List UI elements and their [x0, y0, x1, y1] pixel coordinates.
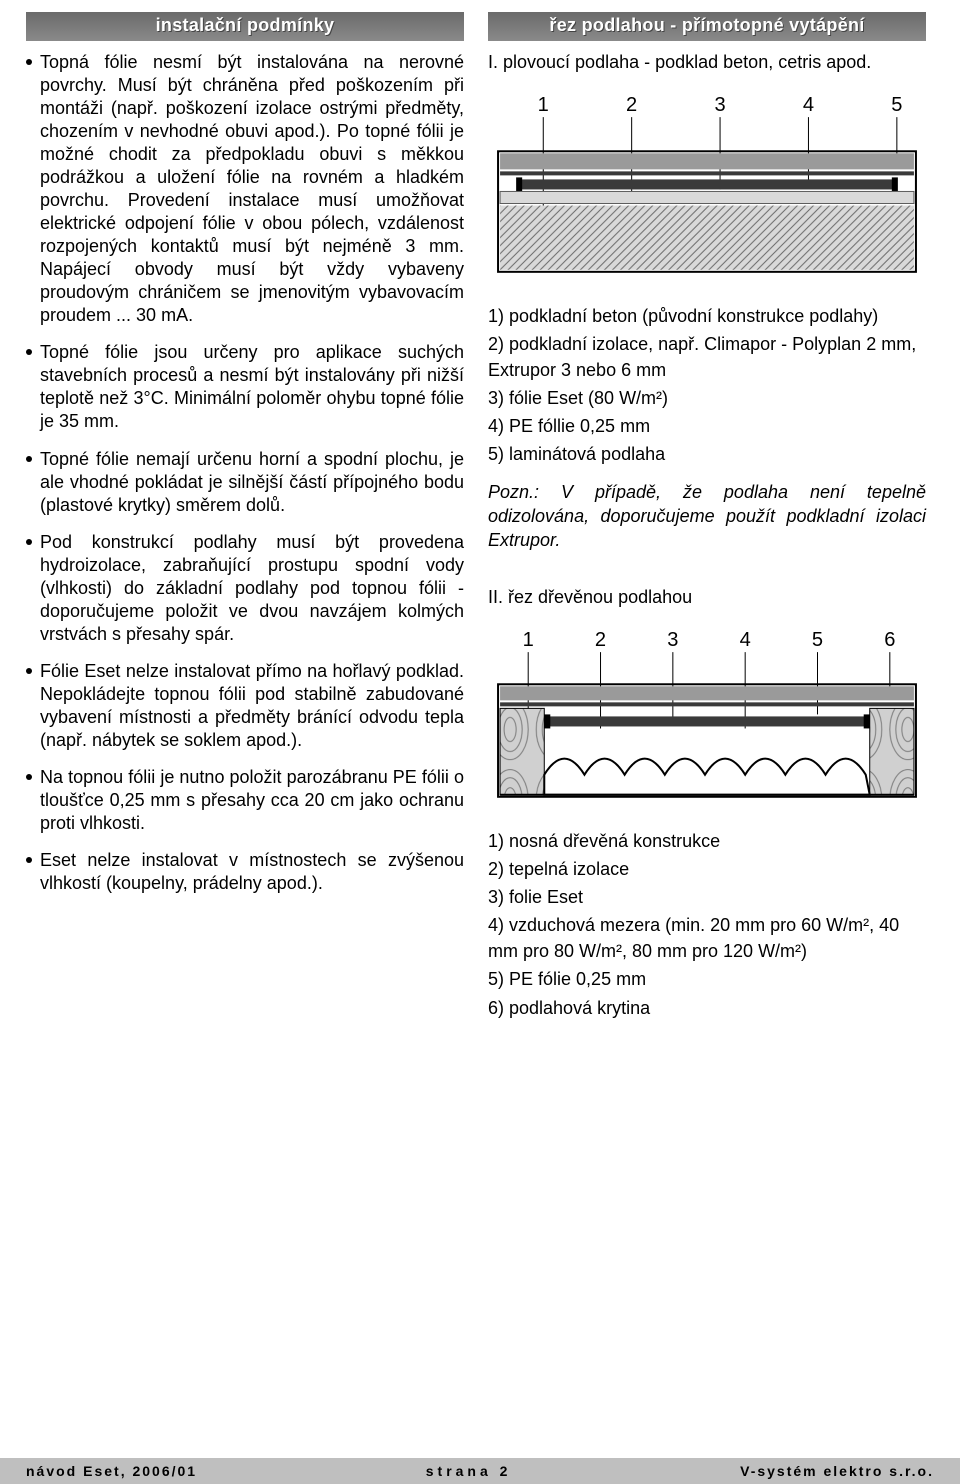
- legend-item: 2) tepelná izolace: [488, 856, 926, 882]
- legend1: 1) podkladní beton (původní konstrukce p…: [488, 303, 926, 468]
- legend-item: 5) laminátová podlaha: [488, 441, 926, 467]
- svg-text:5: 5: [891, 94, 902, 116]
- svg-text:5: 5: [812, 629, 823, 651]
- legend-item: 3) folie Eset: [488, 884, 926, 910]
- footer-left: návod Eset, 2006/01: [26, 1463, 197, 1479]
- left-header: instalační podmínky: [26, 12, 464, 41]
- bullet-item: Na topnou fólii je nutno položit parozáb…: [26, 766, 464, 835]
- svg-text:2: 2: [626, 94, 637, 116]
- section1-title: I. plovoucí podlaha - podklad beton, cet…: [488, 51, 926, 75]
- bullet-item: Pod konstrukcí podlahy musí být proveden…: [26, 531, 464, 646]
- note-text: Pozn.: V případě, že podlaha není tepeln…: [488, 481, 926, 552]
- legend-item: 4) vzduchová mezera (min. 20 mm pro 60 W…: [488, 912, 926, 964]
- section2-title: II. řez dřevěnou podlahou: [488, 586, 926, 610]
- bullet-item: Eset nelze instalovat v místnostech se z…: [26, 849, 464, 895]
- legend2: 1) nosná dřevěná konstrukce 2) tepelná i…: [488, 828, 926, 1021]
- footer-bar: návod Eset, 2006/01 strana 2 V-systém el…: [0, 1458, 960, 1484]
- svg-text:1: 1: [538, 94, 549, 116]
- svg-text:3: 3: [714, 94, 725, 116]
- right-header: řez podlahou - přímotopné vytápění: [488, 12, 926, 41]
- legend-item: 3) fólie Eset (80 W/m²): [488, 385, 926, 411]
- legend-item: 6) podlahová krytina: [488, 995, 926, 1021]
- right-column: řez podlahou - přímotopné vytápění I. pl…: [488, 12, 926, 1035]
- svg-text:3: 3: [667, 629, 678, 651]
- footer-right: V-systém elektro s.r.o.: [740, 1463, 934, 1479]
- footer-mid: strana 2: [426, 1463, 512, 1479]
- legend-item: 1) nosná dřevěná konstrukce: [488, 828, 926, 854]
- bullet-item: Fólie Eset nelze instalovat přímo na hoř…: [26, 660, 464, 752]
- left-column: instalační podmínky Topná fólie nesmí bý…: [26, 12, 464, 1035]
- legend-item: 1) podkladní beton (původní konstrukce p…: [488, 303, 926, 329]
- legend-item: 2) podkladní izolace, např. Climapor - P…: [488, 331, 926, 383]
- svg-text:2: 2: [595, 629, 606, 651]
- diagram-floating-floor: 1 2 3 4 5: [488, 89, 926, 280]
- svg-text:4: 4: [740, 629, 751, 651]
- svg-text:1: 1: [523, 629, 534, 651]
- diagram-wood-floor: 1 2 3 4 5 6: [488, 624, 926, 805]
- legend-item: 5) PE fólie 0,25 mm: [488, 966, 926, 992]
- conditions-list: Topná fólie nesmí být instalována na ner…: [26, 51, 464, 895]
- bullet-item: Topná fólie nesmí být instalována na ner…: [26, 51, 464, 327]
- svg-text:4: 4: [803, 94, 814, 116]
- svg-text:6: 6: [884, 629, 895, 651]
- bullet-item: Topné fólie jsou určeny pro aplikace suc…: [26, 341, 464, 433]
- legend-item: 4) PE fóllie 0,25 mm: [488, 413, 926, 439]
- bullet-item: Topné fólie nemají určenu horní a spodní…: [26, 448, 464, 517]
